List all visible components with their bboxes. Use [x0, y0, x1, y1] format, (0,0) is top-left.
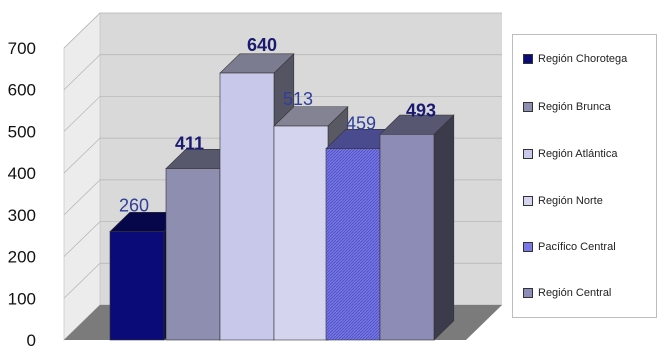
data-label: 411: [175, 134, 204, 154]
bar-front: [109, 231, 165, 341]
data-label: 640: [247, 35, 277, 55]
bar: [379, 114, 455, 341]
bar-front: [273, 125, 329, 341]
gridline: [63, 12, 502, 49]
y-tick-label: 100: [8, 289, 36, 308]
y-tick-label: 200: [8, 248, 36, 267]
legend-item: Región Norte: [523, 195, 603, 207]
legend-label: Región Brunca: [538, 101, 611, 113]
y-tick-label: 400: [8, 164, 36, 183]
legend: Región Chorotega Región Brunca Región Atlá…: [512, 34, 657, 318]
bar-front: [165, 168, 221, 341]
legend-swatch: [523, 149, 533, 159]
legend-swatch: [523, 54, 533, 64]
y-axis-ticks: 0 100 200 300 400 500 600 700: [8, 39, 36, 350]
legend-item: Región Central: [523, 287, 611, 299]
legend-label: Región Chorotega: [538, 53, 628, 65]
legend-item: Región Brunca: [523, 101, 611, 113]
bar-side: [433, 114, 455, 341]
bar-front: [325, 148, 381, 341]
data-label: 459: [346, 114, 376, 134]
data-label: 493: [406, 100, 436, 120]
legend-label: Región Central: [538, 287, 612, 299]
legend-label: Región Norte: [538, 195, 603, 207]
y-tick-label: 600: [8, 81, 36, 100]
y-tick-label: 300: [8, 206, 36, 225]
legend-swatch: [523, 288, 533, 298]
data-label: 260: [119, 196, 149, 216]
legend-item: Región Chorotega: [523, 53, 627, 65]
bar-front: [219, 72, 275, 341]
y-tick-label: 0: [27, 331, 36, 350]
y-tick-label: 700: [8, 39, 36, 58]
data-label: 513: [283, 89, 313, 109]
gridline: [63, 54, 502, 90]
legend-label: Región Atlántica: [538, 148, 618, 160]
legend-item: Región Atlántica: [523, 148, 618, 160]
legend-swatch: [523, 242, 533, 252]
legend-swatch: [523, 102, 533, 112]
bars: [109, 53, 455, 341]
legend-item: Pacífico Central: [523, 241, 616, 253]
legend-swatch: [523, 196, 533, 206]
gridline: [63, 96, 502, 132]
y-tick-label: 500: [8, 122, 36, 141]
data-labels: 260 411 640 513 459 493: [119, 35, 436, 216]
legend-label: Pacífico Central: [538, 241, 616, 253]
bar-front: [379, 134, 435, 341]
side-wall: [63, 12, 101, 341]
